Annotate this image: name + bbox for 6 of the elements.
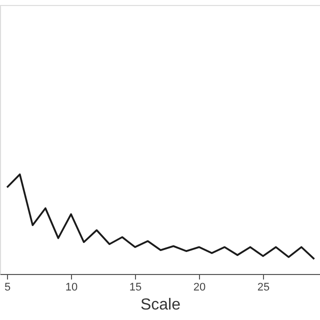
x-axis-title: Scale <box>140 296 181 314</box>
x-tick-label: 5 <box>4 282 11 294</box>
x-tick-label: 25 <box>257 282 270 294</box>
x-tick-label: 15 <box>129 282 142 294</box>
x-tick-label: 20 <box>193 282 206 294</box>
x-tick-label: 10 <box>65 282 78 294</box>
